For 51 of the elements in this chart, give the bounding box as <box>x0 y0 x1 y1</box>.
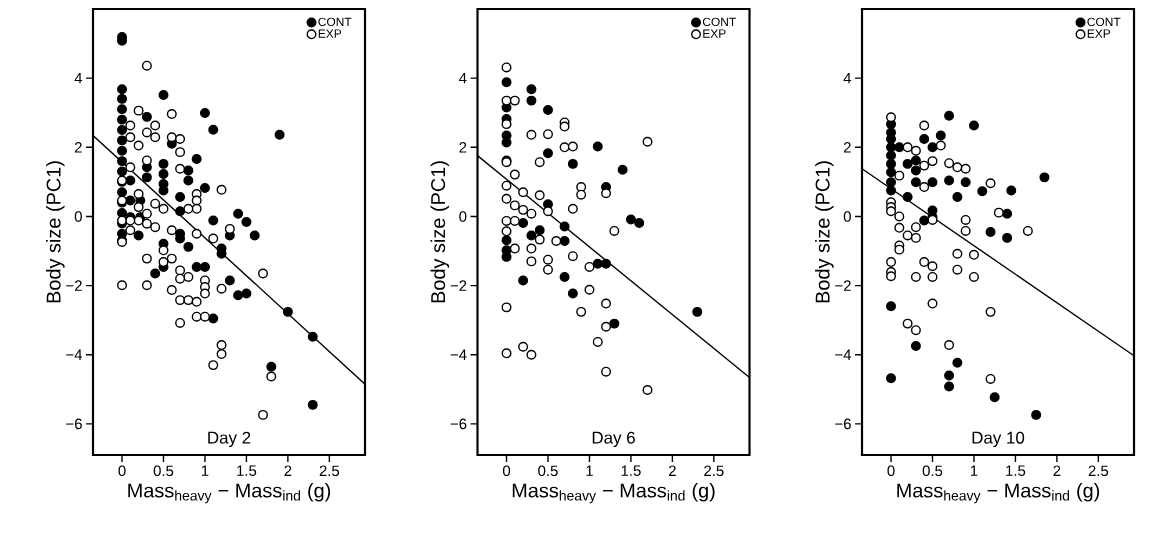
y-axis-title: Body size (PC1) <box>815 161 834 303</box>
y-tick-label: 0 <box>74 211 82 222</box>
y-tick-label: −6 <box>835 418 851 430</box>
y-tick-label: 2 <box>843 142 851 153</box>
y-tick-label: −2 <box>66 280 82 291</box>
x-tick-label: 2.5 <box>1088 465 1109 477</box>
x-tick-label: 1.5 <box>237 465 257 476</box>
y-tick-label: −4 <box>450 349 467 360</box>
y-tick-label: −4 <box>835 349 852 360</box>
y-axis-title: Body size (PC1) <box>430 161 450 303</box>
y-tick-label: 4 <box>459 73 467 84</box>
y-tick-label: −4 <box>66 349 83 360</box>
x-tick-label: 0 <box>887 465 895 477</box>
y-tick-label: 0 <box>459 211 467 222</box>
y-tick-label: 2 <box>459 142 467 153</box>
y-tick-label: −6 <box>450 418 467 430</box>
annotation: Day 6 <box>592 431 635 448</box>
x-tick-label: 0.5 <box>922 465 943 477</box>
x-axis-title: Mass$_{heavy}$ − Mass$_{ind}$ (g) <box>512 482 715 504</box>
y-tick-label: 4 <box>843 73 852 84</box>
x-tick-label: 1 <box>201 465 209 476</box>
y-tick-label: −6 <box>66 418 82 430</box>
x-tick-label: 0.5 <box>538 465 558 477</box>
x-tick-label: 1.5 <box>621 465 641 476</box>
x-tick-label: 0 <box>502 465 511 477</box>
x-tick-label: 2 <box>284 465 292 476</box>
x-axis-title: Mass$_{heavy}$ − Mass$_{ind}$ (g) <box>128 482 331 504</box>
y-tick-label: −2 <box>450 280 467 291</box>
x-tick-label: 2 <box>668 465 676 476</box>
legend-label: CONT <box>318 17 352 27</box>
y-tick-label: 0 <box>843 211 851 222</box>
x-tick-label: 2.5 <box>704 465 724 477</box>
x-axis-title: Mass$_{heavy}$ − Mass$_{ind}$ (g) <box>897 482 1100 504</box>
x-tick-label: 1 <box>970 465 978 476</box>
x-tick-label: 2.5 <box>319 465 340 477</box>
x-tick-label: 1 <box>586 465 593 476</box>
y-tick-label: 2 <box>74 142 82 153</box>
annotation: Day 10 <box>972 431 1025 448</box>
x-tick-label: 1.5 <box>1006 465 1026 476</box>
legend-label: CONT <box>1087 17 1121 27</box>
legend-label: CONT <box>702 17 736 27</box>
x-tick-label: 2 <box>1053 465 1061 476</box>
legend-label: EXP <box>1087 29 1111 38</box>
y-axis-title: Body size (PC1) <box>46 161 65 303</box>
legend-label: EXP <box>703 29 726 38</box>
x-tick-label: 0.5 <box>153 465 174 477</box>
y-tick-label: −2 <box>835 280 851 291</box>
x-tick-label: 0 <box>118 465 126 477</box>
y-tick-label: 4 <box>74 73 83 84</box>
legend-label: EXP <box>318 29 342 38</box>
annotation: Day 2 <box>208 431 251 448</box>
